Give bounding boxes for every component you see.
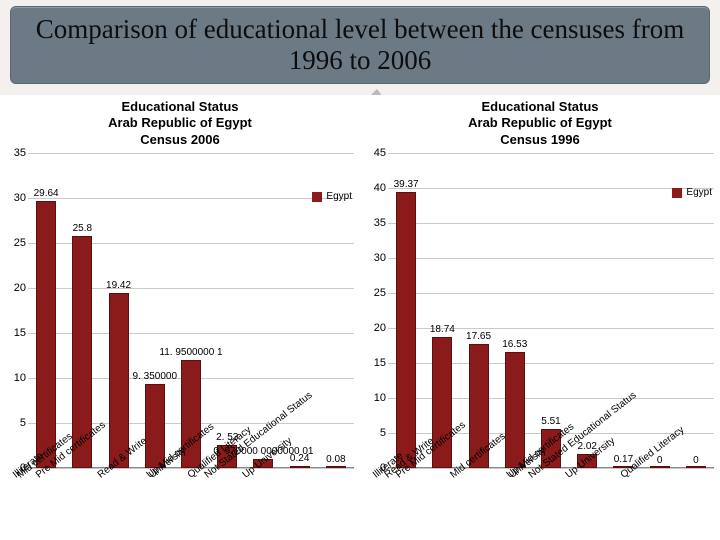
- bar-value-label: 5.51: [541, 416, 560, 427]
- bar-value-label: 9. 350000: [133, 371, 178, 382]
- chart-heading: Educational StatusArab Republic of Egypt…: [360, 95, 720, 148]
- bar-value-label: 19.42: [106, 280, 131, 291]
- plot-area: 0510152025303529.6425.819.429. 35000011.…: [28, 153, 354, 468]
- slide: Comparison of educational level between …: [0, 0, 720, 540]
- legend-swatch: [672, 188, 682, 198]
- legend-swatch: [312, 192, 322, 202]
- bar-value-label: 18.74: [430, 324, 455, 335]
- y-tick: 5: [2, 417, 26, 429]
- y-tick: 20: [2, 282, 26, 294]
- y-tick: 10: [362, 392, 386, 404]
- bar-value-label: 39.37: [394, 179, 419, 190]
- bar-value-label: 0.24: [290, 453, 309, 464]
- plot-area: 05101520253035404539.3718.7417.6516.535.…: [388, 153, 714, 468]
- y-tick: 35: [2, 147, 26, 159]
- legend: Egypt: [672, 187, 712, 198]
- y-tick: 35: [362, 217, 386, 229]
- bar-value-label: 29.64: [34, 188, 59, 199]
- bar-value-label: 11. 9500000 1: [159, 347, 222, 358]
- y-tick: 15: [2, 327, 26, 339]
- y-tick: 15: [362, 357, 386, 369]
- bar-value-label: 17.65: [466, 331, 491, 342]
- bar: [36, 201, 56, 468]
- page-title: Comparison of educational level between …: [11, 14, 709, 76]
- bar-value-label: 25.8: [73, 223, 92, 234]
- bar-value-label: 0: [693, 455, 699, 466]
- chart-heading: Educational StatusArab Republic of Egypt…: [0, 95, 360, 148]
- title-band: Comparison of educational level between …: [10, 6, 710, 84]
- legend-label: Egypt: [686, 187, 712, 198]
- y-tick: 5: [362, 427, 386, 439]
- legend: Egypt: [312, 191, 352, 202]
- y-tick: 25: [362, 287, 386, 299]
- y-tick: 45: [362, 147, 386, 159]
- y-tick: 30: [362, 252, 386, 264]
- legend-label: Egypt: [326, 191, 352, 202]
- chart-1996: Educational StatusArab Republic of Egypt…: [360, 95, 720, 540]
- bar-value-label: 0.08: [326, 454, 345, 465]
- y-tick: 30: [2, 192, 26, 204]
- bar: [145, 384, 165, 468]
- bar: [505, 352, 525, 468]
- y-tick: 10: [2, 372, 26, 384]
- chart-2006: Educational StatusArab Republic of Egypt…: [0, 95, 360, 540]
- bar: [396, 192, 416, 468]
- bar-value-label: 16.53: [502, 339, 527, 350]
- y-tick: 20: [362, 322, 386, 334]
- charts-row: Educational StatusArab Republic of Egypt…: [0, 95, 720, 540]
- y-tick: 40: [362, 182, 386, 194]
- bar-value-label: 0: [657, 455, 663, 466]
- bar: [109, 293, 129, 468]
- y-tick: 25: [2, 237, 26, 249]
